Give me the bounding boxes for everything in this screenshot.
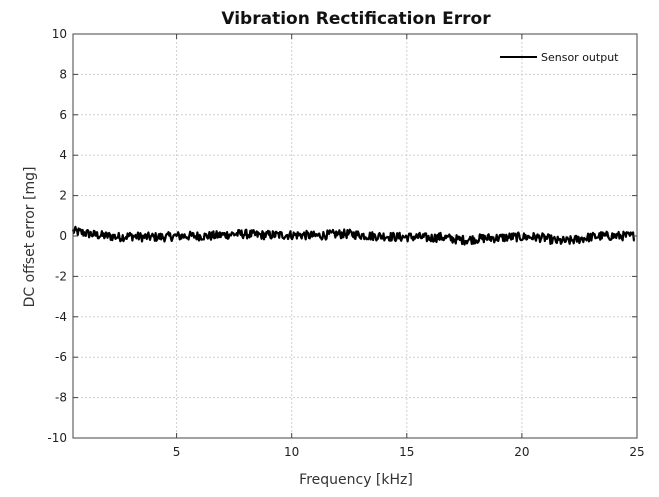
y-tick-label: 8 <box>59 67 67 81</box>
x-tick-label: 5 <box>173 445 181 459</box>
x-tick-label: 25 <box>629 445 644 459</box>
y-tick-label: 2 <box>59 189 67 203</box>
series-layer <box>71 225 636 246</box>
x-tick-label: 20 <box>514 445 529 459</box>
chart-title: Vibration Rectification Error <box>221 9 491 29</box>
y-tick-label: -6 <box>55 350 67 364</box>
y-tick-label: 10 <box>52 27 67 41</box>
y-tick-label: 6 <box>59 108 67 122</box>
x-tick-label: 15 <box>399 445 414 459</box>
y-tick-label: 4 <box>59 148 67 162</box>
axis-ticks: 5 10 15 20 25 -10 -8 -6 -4 -2 0 2 4 6 8 10 <box>47 27 644 459</box>
y-tick-label: 0 <box>59 229 67 243</box>
y-tick-label: -2 <box>55 269 67 283</box>
x-axis-label: Frequency [kHz] <box>299 472 413 488</box>
legend: Sensor output <box>500 51 619 64</box>
x-tick-label: 10 <box>284 445 299 459</box>
y-tick-label: -4 <box>55 310 67 324</box>
y-tick-label: -8 <box>55 391 67 405</box>
legend-label-sensor-output: Sensor output <box>541 51 619 64</box>
series-line-sensor-output <box>71 225 636 246</box>
y-axis-label: DC offset error [mg] <box>22 167 38 308</box>
y-tick-label: -10 <box>47 431 67 445</box>
